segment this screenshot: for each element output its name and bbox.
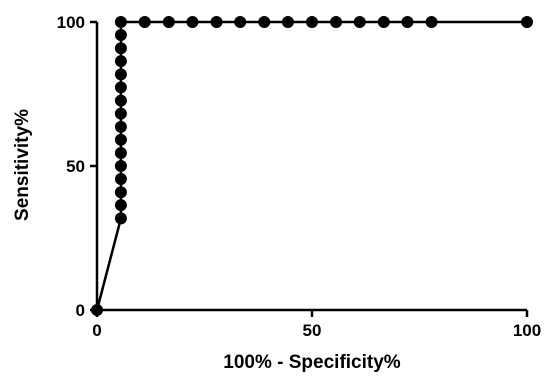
data-point — [91, 304, 103, 316]
data-point — [186, 16, 199, 28]
data-point — [330, 16, 343, 28]
data-point — [425, 16, 438, 28]
data-point — [114, 147, 127, 160]
data-point — [114, 160, 127, 172]
data-point — [114, 120, 127, 133]
data-point — [114, 94, 127, 107]
y-tick-label: 0 — [76, 301, 85, 320]
data-point — [114, 68, 127, 81]
data-point — [281, 16, 294, 28]
data-point — [401, 16, 414, 28]
data-point — [114, 172, 127, 185]
y-tick-label: 50 — [66, 157, 85, 176]
x-axis-label: 100% - Specificity% — [223, 352, 401, 373]
x-tick-label: 0 — [92, 321, 101, 340]
data-point — [521, 16, 533, 28]
x-tick-label: 50 — [303, 321, 322, 340]
data-point — [114, 81, 127, 94]
data-point — [306, 16, 318, 28]
x-tick-label: 100 — [513, 321, 541, 340]
data-point — [114, 42, 127, 55]
y-axis-label: Sensitivity% — [12, 109, 33, 221]
data-point — [138, 16, 151, 28]
data-point — [114, 199, 127, 212]
data-point — [353, 16, 366, 28]
axes — [90, 20, 529, 317]
data-point — [114, 133, 127, 146]
data-point — [162, 16, 175, 28]
data-point — [210, 16, 223, 28]
data-point — [114, 212, 127, 225]
data-point — [234, 16, 247, 28]
data-point — [114, 16, 127, 28]
data-point — [258, 16, 271, 28]
data-point — [114, 186, 127, 199]
tick-labels: 0 50 100 0 50 100 — [57, 13, 542, 340]
data-point — [114, 55, 127, 68]
y-tick-label: 100 — [57, 13, 85, 32]
data-point — [377, 16, 390, 28]
series-line — [95, 20, 527, 311]
roc-curve — [91, 16, 533, 316]
data-point — [114, 28, 127, 41]
data-point — [114, 107, 127, 120]
